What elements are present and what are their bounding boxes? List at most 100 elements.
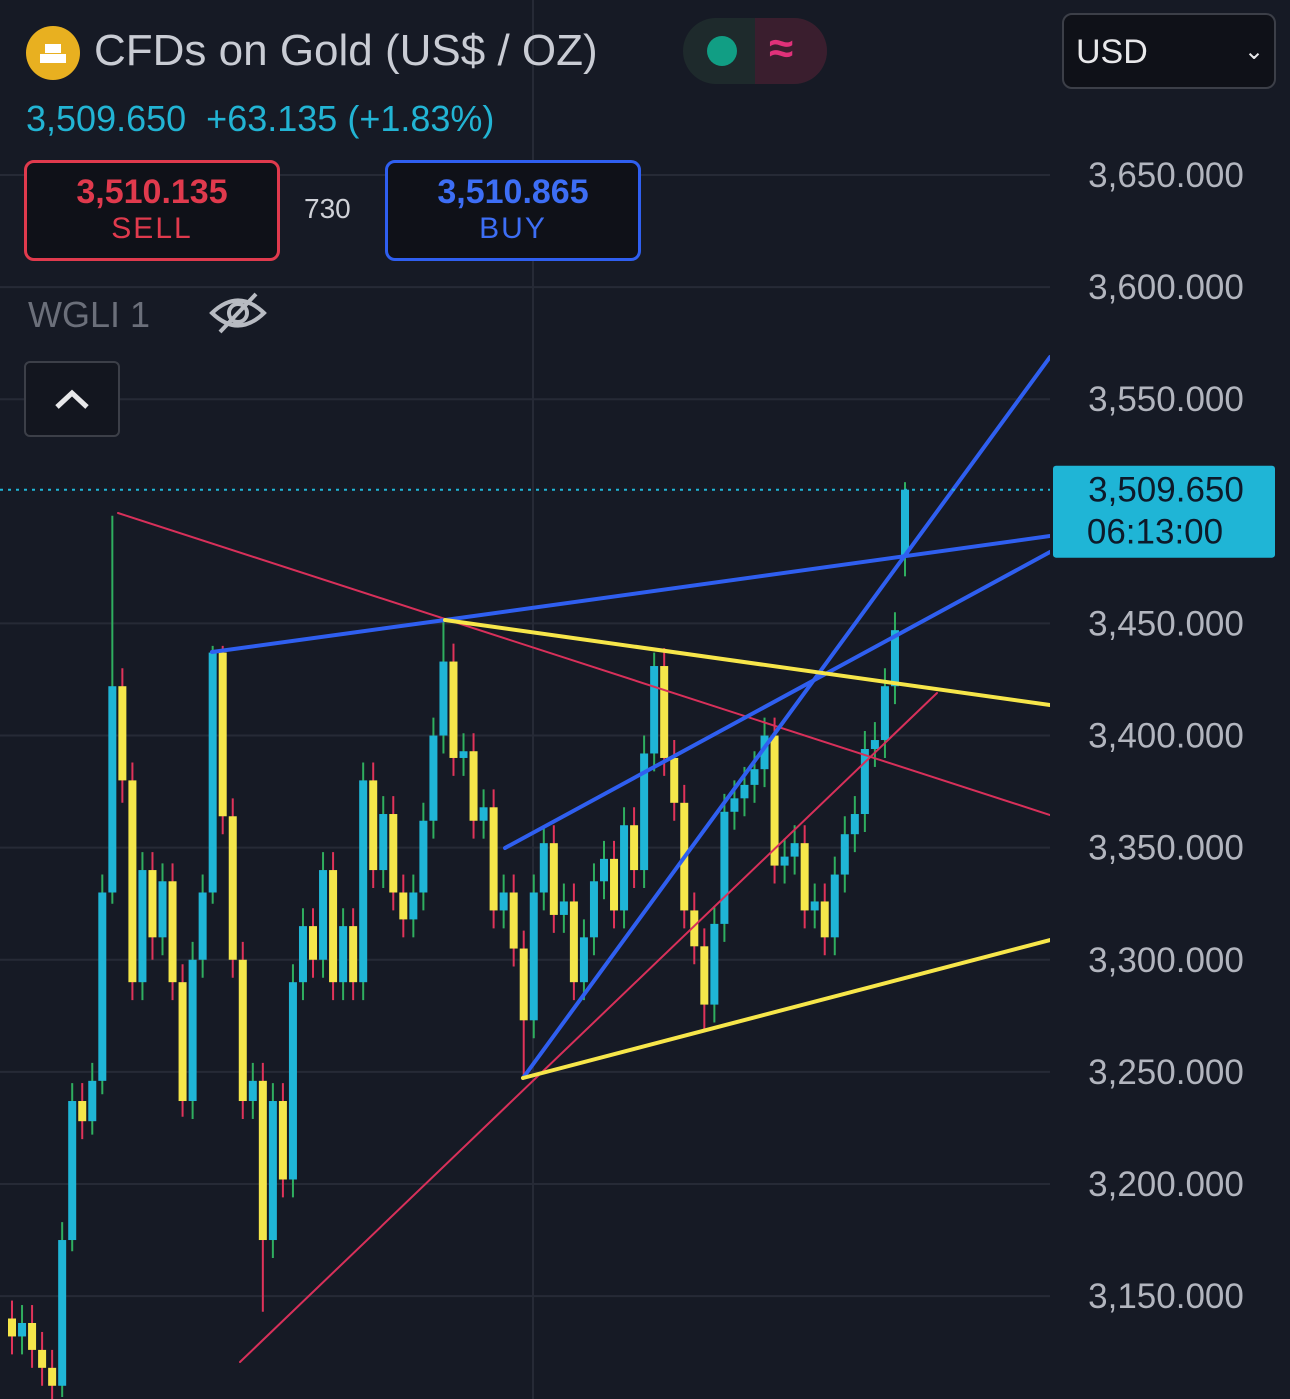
price-tag <box>1053 465 1275 558</box>
y-tick-label: 3,400.000 <box>1088 717 1244 756</box>
candle-body <box>589 881 598 938</box>
candle-body <box>599 858 608 882</box>
price-tag-value: 3,509.650 <box>1088 471 1244 510</box>
candle-body <box>559 901 568 915</box>
candle-body <box>188 959 197 1102</box>
candle-body <box>830 874 839 938</box>
candle-body <box>820 901 829 938</box>
trendlines <box>117 355 1050 1363</box>
candle-body <box>218 652 227 817</box>
candle-body <box>630 825 639 871</box>
candle-body <box>870 740 879 749</box>
candle-body <box>579 937 588 983</box>
candle-body <box>489 807 498 911</box>
candle-body <box>309 926 318 960</box>
candle-body <box>650 666 659 754</box>
candle-body <box>359 780 368 983</box>
candle-body <box>509 892 518 949</box>
buy-button[interactable]: 3,510.865 BUY <box>385 160 641 261</box>
candle-body <box>258 1080 267 1241</box>
candle-body <box>268 1101 277 1241</box>
candle-body <box>880 686 889 741</box>
candle-body <box>790 843 799 857</box>
candle-body <box>118 686 127 781</box>
candle-body <box>439 661 448 736</box>
candle-body <box>379 814 388 871</box>
candle-body <box>810 901 819 911</box>
candle-body <box>690 910 699 947</box>
candle-body <box>298 926 307 983</box>
y-tick-label: 3,600.000 <box>1088 268 1244 307</box>
candle-body <box>700 946 709 1005</box>
candle-body <box>670 757 679 803</box>
candle-body <box>429 735 438 821</box>
candle-body <box>18 1322 27 1337</box>
y-tick-label: 3,250.000 <box>1088 1053 1244 1092</box>
candle-body <box>479 807 488 821</box>
candle-body <box>208 652 217 893</box>
currency: USD <box>1076 33 1148 71</box>
candle-body <box>58 1240 67 1386</box>
status-pill[interactable]: ≈ <box>683 18 827 84</box>
candle-body <box>720 811 729 924</box>
candle-body <box>329 870 338 983</box>
candle-body <box>469 751 478 821</box>
candle-body <box>98 892 107 1081</box>
candle-body <box>48 1367 57 1386</box>
candle-body <box>800 843 809 911</box>
candle-body <box>710 923 719 1005</box>
candle-body <box>158 881 167 938</box>
candle-body <box>610 858 619 911</box>
candle-body <box>890 630 899 687</box>
sell-button[interactable]: 3,510.135 SELL <box>24 160 280 261</box>
candle-body <box>840 834 849 875</box>
change-pct: (+1.83%) <box>347 98 495 139</box>
candle-body <box>349 926 358 983</box>
candle-body <box>750 769 759 785</box>
buy-price: 3,510.865 <box>437 173 589 211</box>
candle-body <box>389 814 398 893</box>
spread: 730 <box>304 193 351 224</box>
candle-body <box>499 892 508 911</box>
candle-body <box>640 753 649 871</box>
candle-body <box>138 870 147 983</box>
candle-body <box>369 780 378 871</box>
sell-label: SELL <box>111 212 193 245</box>
instrument-title: CFDs on Gold (US$ / OZ) <box>94 26 598 75</box>
y-tick-label: 3,350.000 <box>1088 829 1244 868</box>
candle-body <box>459 751 468 758</box>
candle-body <box>68 1101 77 1241</box>
y-tick-label: 3,300.000 <box>1088 941 1244 980</box>
candle-body <box>288 982 297 1180</box>
candle-body <box>539 843 548 893</box>
candle-body <box>730 798 739 812</box>
candle-body <box>409 892 418 920</box>
candle-body <box>108 686 117 893</box>
candle-body <box>198 892 207 960</box>
gold-icon <box>26 26 80 80</box>
buy-label: BUY <box>479 212 547 245</box>
candle-body <box>780 856 789 866</box>
candle-body <box>148 870 157 938</box>
candle-body <box>770 735 779 866</box>
candle-body <box>569 901 578 983</box>
candle-body <box>339 926 348 983</box>
candle-body <box>8 1318 16 1337</box>
candle-body <box>860 748 869 815</box>
collapse-button[interactable] <box>24 361 120 437</box>
candle-body <box>620 825 629 911</box>
hide-icon[interactable] <box>208 290 268 336</box>
candle-body <box>419 820 428 893</box>
candles <box>8 482 909 1399</box>
candle-body <box>449 661 458 758</box>
candle-body <box>278 1101 287 1180</box>
candle-body <box>128 780 137 983</box>
candle-body <box>399 892 408 920</box>
candle-body <box>28 1322 37 1350</box>
candle-body <box>78 1101 87 1122</box>
y-tick-label: 3,200.000 <box>1088 1165 1244 1204</box>
change: +63.135 <box>206 98 338 139</box>
currency-select[interactable]: USD ⌄ <box>1062 13 1276 89</box>
candle-body <box>740 784 749 799</box>
